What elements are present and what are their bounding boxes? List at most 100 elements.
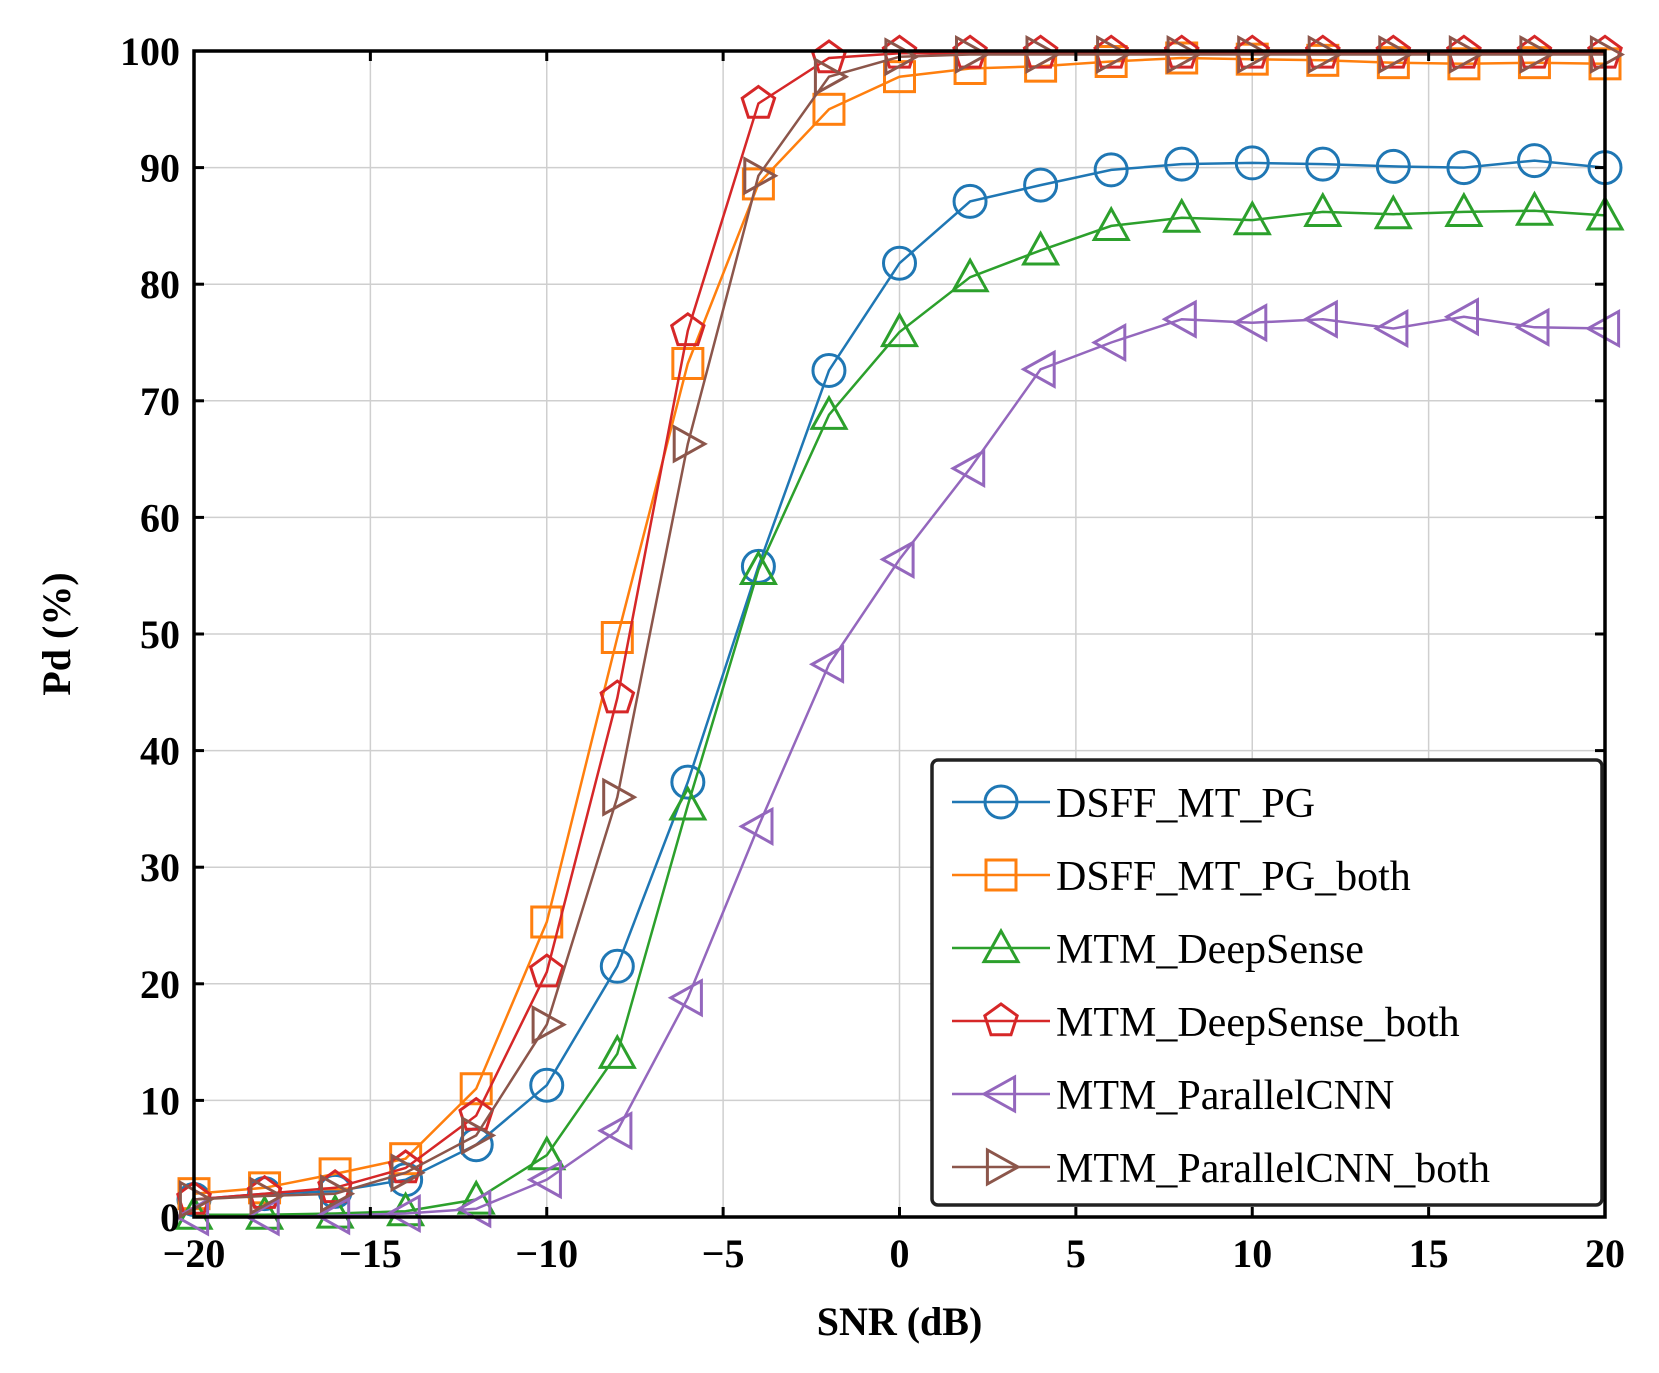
- data-point: [597, 1033, 637, 1069]
- data-point: [600, 620, 634, 654]
- data-point: [1162, 197, 1202, 233]
- x-tick-label: −10: [515, 1231, 578, 1276]
- data-point: [884, 37, 920, 77]
- legend-marker: [983, 784, 1019, 820]
- data-point: [531, 1005, 567, 1045]
- data-point: [1093, 152, 1129, 188]
- x-tick-label: 15: [1409, 1231, 1449, 1276]
- x-tick-label: −5: [702, 1231, 745, 1276]
- series-line: [193, 56, 1606, 1195]
- legend-label: MTM_DeepSense: [1056, 927, 1364, 973]
- y-tick-label: 60: [140, 495, 180, 540]
- legend-marker: [980, 1074, 1017, 1114]
- data-point: [528, 953, 565, 988]
- data-point: [1516, 143, 1552, 179]
- x-tick-label: 0: [890, 1231, 910, 1276]
- data-point: [385, 1193, 421, 1234]
- legend-label: MTM_ParallelCNN_both: [1056, 1146, 1490, 1192]
- data-point: [390, 1153, 426, 1193]
- legend-marker: [985, 1147, 1022, 1187]
- data-point: [808, 644, 845, 684]
- y-tick-label: 100: [120, 29, 180, 74]
- data-point: [1446, 150, 1482, 186]
- data-point: [602, 777, 638, 817]
- data-point: [670, 764, 706, 800]
- legend-label: DSFF_MT_PG: [1056, 781, 1315, 827]
- data-point: [1091, 205, 1131, 241]
- series-DSFF_MT_PG: [176, 143, 1623, 1218]
- data-point: [1161, 299, 1197, 339]
- legend-marker: [981, 927, 1021, 964]
- data-point: [1234, 145, 1270, 181]
- legend: DSFF_MT_PG DSFF_MT_PG_both MTM_DeepSense MT…: [930, 758, 1604, 1207]
- data-point: [738, 549, 778, 585]
- series-line: [194, 209, 1606, 1216]
- data-point: [813, 57, 850, 97]
- data-point: [882, 245, 917, 281]
- data-point: [1166, 34, 1202, 75]
- data-point: [1164, 146, 1200, 182]
- data-point: [743, 156, 779, 196]
- data-point: [1232, 200, 1272, 236]
- data-point: [952, 183, 988, 219]
- data-point: [950, 448, 986, 488]
- data-point: [530, 905, 564, 939]
- y-tick-label: 10: [140, 1078, 180, 1123]
- data-point: [1237, 34, 1273, 75]
- data-point: [950, 257, 990, 293]
- legend-item: MTM_DeepSense: [952, 927, 1364, 973]
- data-point: [599, 679, 636, 714]
- legend-marker: [984, 858, 1018, 892]
- data-point: [812, 92, 846, 126]
- y-axis-title: Pd (%): [34, 572, 79, 695]
- data-point: [883, 60, 916, 94]
- series-line: [194, 315, 1606, 1219]
- y-tick-label: 50: [140, 612, 180, 657]
- data-point: [879, 539, 915, 579]
- data-point: [1305, 146, 1341, 182]
- data-point: [456, 1179, 496, 1215]
- legend-label: MTM_ParallelCNN: [1056, 1073, 1394, 1119]
- legend-label: DSFF_MT_PG_both: [1056, 854, 1411, 900]
- data-point: [1373, 194, 1413, 230]
- data-point: [879, 311, 920, 348]
- data-point: [667, 978, 703, 1018]
- y-tick-label: 30: [140, 845, 180, 890]
- data-point: [599, 948, 635, 984]
- data-point: [811, 352, 847, 388]
- data-point: [1448, 34, 1484, 75]
- data-point: [669, 311, 706, 347]
- data-point: [461, 1115, 497, 1155]
- x-tick-label: 20: [1585, 1231, 1625, 1276]
- data-point: [526, 1160, 562, 1200]
- data-point: [1302, 299, 1338, 339]
- legend-item: DSFF_MT_PG: [952, 781, 1315, 827]
- data-point: [597, 1111, 633, 1151]
- data-point: [249, 1176, 285, 1216]
- data-point: [1378, 34, 1414, 75]
- legend-marker: [983, 1002, 1019, 1037]
- legend-item: MTM_ParallelCNN: [952, 1073, 1394, 1119]
- x-tick-label: −15: [339, 1231, 402, 1276]
- data-point: [955, 34, 991, 75]
- legend-label: MTM_DeepSense_both: [1056, 1000, 1460, 1046]
- data-point: [1303, 191, 1343, 227]
- data-point: [671, 346, 705, 380]
- data-point: [1025, 34, 1061, 75]
- data-point: [1096, 34, 1132, 75]
- data-point: [1232, 303, 1268, 343]
- data-point: [459, 1072, 493, 1106]
- x-axis-title: SNR (dB): [817, 1299, 983, 1344]
- data-point: [1514, 307, 1550, 347]
- data-point: [1307, 34, 1343, 75]
- data-point: [1091, 322, 1127, 363]
- legend-box: [930, 758, 1604, 1207]
- x-tick-label: −20: [163, 1231, 226, 1276]
- data-point: [1021, 230, 1061, 266]
- x-tick-label: 5: [1066, 1231, 1086, 1276]
- data-point: [1444, 191, 1484, 227]
- data-point: [1519, 34, 1555, 75]
- data-point: [458, 1096, 495, 1131]
- y-tick-label: 20: [140, 962, 180, 1007]
- y-tick-label: 90: [140, 146, 180, 191]
